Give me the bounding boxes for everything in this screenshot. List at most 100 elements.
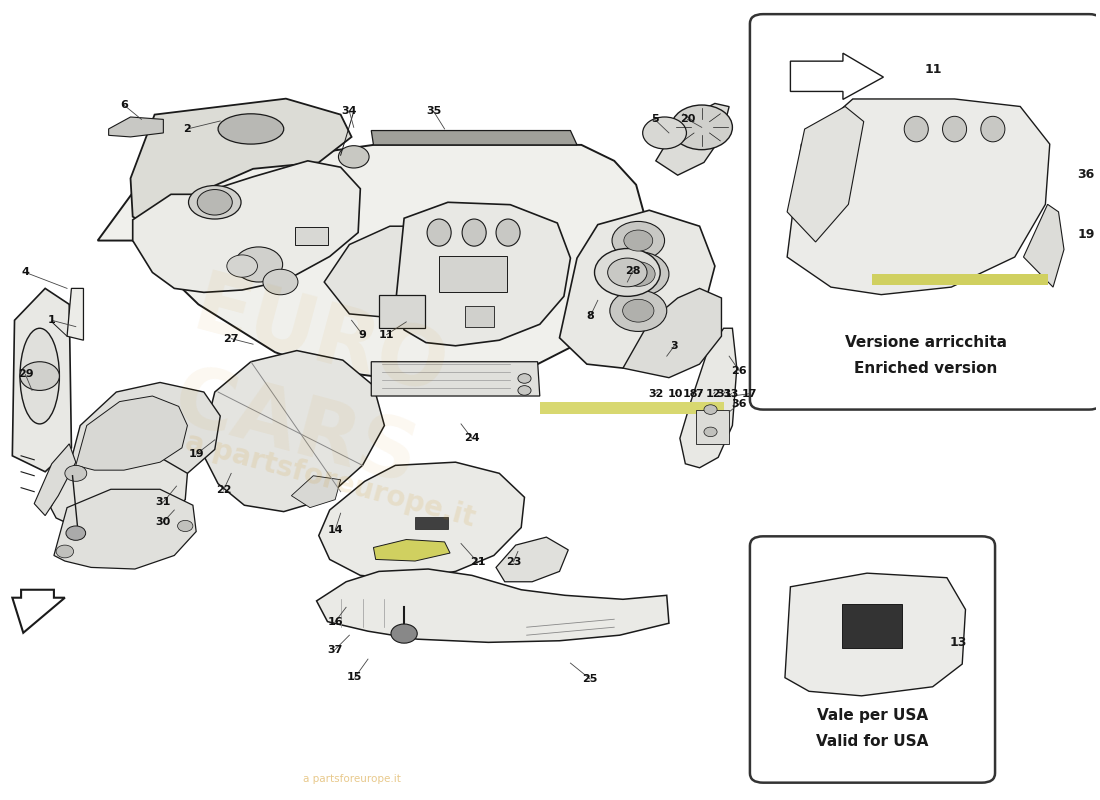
Circle shape <box>339 146 370 168</box>
Circle shape <box>594 249 660 296</box>
Text: 36: 36 <box>1077 168 1094 181</box>
Ellipse shape <box>20 328 59 424</box>
Text: 22: 22 <box>216 485 231 495</box>
Polygon shape <box>788 106 864 242</box>
Circle shape <box>704 405 717 414</box>
Ellipse shape <box>427 219 451 246</box>
Polygon shape <box>785 573 966 696</box>
Circle shape <box>65 466 87 482</box>
Circle shape <box>621 262 656 286</box>
Text: 19: 19 <box>1077 228 1094 241</box>
Circle shape <box>177 520 192 531</box>
Polygon shape <box>540 402 724 414</box>
Text: 37: 37 <box>328 645 343 654</box>
FancyBboxPatch shape <box>842 604 902 648</box>
Circle shape <box>66 526 86 540</box>
Text: 5: 5 <box>651 114 659 124</box>
Polygon shape <box>372 130 578 145</box>
Text: Valid for USA: Valid for USA <box>816 734 928 749</box>
Circle shape <box>390 624 417 643</box>
Ellipse shape <box>462 219 486 246</box>
Ellipse shape <box>943 116 967 142</box>
Circle shape <box>612 222 664 260</box>
Polygon shape <box>791 53 883 99</box>
Polygon shape <box>317 569 669 642</box>
Polygon shape <box>324 226 444 317</box>
Text: 33: 33 <box>716 389 732 398</box>
Text: 13: 13 <box>949 636 967 649</box>
Polygon shape <box>872 274 1047 286</box>
Polygon shape <box>12 288 72 472</box>
Text: 15: 15 <box>348 673 363 682</box>
Circle shape <box>234 247 283 282</box>
Text: 11: 11 <box>925 63 943 76</box>
Text: 32: 32 <box>648 389 663 398</box>
Circle shape <box>197 190 232 215</box>
Circle shape <box>227 255 257 278</box>
Text: 21: 21 <box>470 557 485 567</box>
Text: 1: 1 <box>48 315 56 326</box>
Text: 23: 23 <box>506 557 521 567</box>
Ellipse shape <box>904 116 928 142</box>
Polygon shape <box>292 476 341 508</box>
FancyBboxPatch shape <box>465 306 494 326</box>
Ellipse shape <box>496 219 520 246</box>
Circle shape <box>607 258 647 286</box>
Text: 16: 16 <box>328 617 343 626</box>
Polygon shape <box>319 462 525 579</box>
Circle shape <box>56 545 74 558</box>
Text: 12: 12 <box>706 389 722 398</box>
Text: 28: 28 <box>625 266 640 276</box>
Text: 30: 30 <box>156 517 170 527</box>
FancyBboxPatch shape <box>378 294 425 328</box>
Circle shape <box>642 117 686 149</box>
Polygon shape <box>34 444 76 515</box>
Text: 29: 29 <box>18 370 33 379</box>
Text: 35: 35 <box>426 106 441 117</box>
Ellipse shape <box>218 114 284 144</box>
Polygon shape <box>656 103 729 175</box>
Polygon shape <box>67 288 84 340</box>
Text: 24: 24 <box>464 434 480 443</box>
Text: a partsforeurope.it: a partsforeurope.it <box>182 427 477 532</box>
Text: 6: 6 <box>120 100 128 110</box>
Text: EURO
CARS: EURO CARS <box>160 266 455 502</box>
Polygon shape <box>560 210 715 368</box>
Circle shape <box>671 105 733 150</box>
Text: Versione arricchita: Versione arricchita <box>845 335 1008 350</box>
Polygon shape <box>67 382 220 490</box>
Polygon shape <box>496 537 569 582</box>
Circle shape <box>518 374 531 383</box>
Text: 19: 19 <box>188 450 204 459</box>
Text: 3: 3 <box>671 341 679 350</box>
FancyBboxPatch shape <box>750 14 1100 410</box>
Polygon shape <box>788 99 1049 294</box>
Polygon shape <box>109 117 164 137</box>
Text: 31: 31 <box>156 497 170 507</box>
Text: Vale per USA: Vale per USA <box>817 708 928 723</box>
Ellipse shape <box>981 116 1005 142</box>
Polygon shape <box>623 288 722 378</box>
Text: 20: 20 <box>680 114 695 124</box>
Circle shape <box>20 362 59 390</box>
Ellipse shape <box>188 186 241 219</box>
Circle shape <box>607 252 669 296</box>
Text: 27: 27 <box>223 334 239 344</box>
Circle shape <box>704 427 717 437</box>
Text: 4: 4 <box>22 267 30 278</box>
Circle shape <box>609 290 667 331</box>
FancyBboxPatch shape <box>415 517 448 529</box>
Text: 10: 10 <box>668 389 683 398</box>
Polygon shape <box>133 161 361 292</box>
FancyBboxPatch shape <box>696 410 729 444</box>
Text: 13: 13 <box>724 389 739 398</box>
Circle shape <box>518 386 531 395</box>
Polygon shape <box>12 590 65 633</box>
Polygon shape <box>374 539 450 561</box>
Text: 17: 17 <box>742 389 758 398</box>
Polygon shape <box>98 145 647 378</box>
Text: a partsforeurope.it: a partsforeurope.it <box>302 774 400 784</box>
Polygon shape <box>680 328 737 468</box>
Text: 25: 25 <box>583 674 597 684</box>
FancyBboxPatch shape <box>439 256 507 291</box>
